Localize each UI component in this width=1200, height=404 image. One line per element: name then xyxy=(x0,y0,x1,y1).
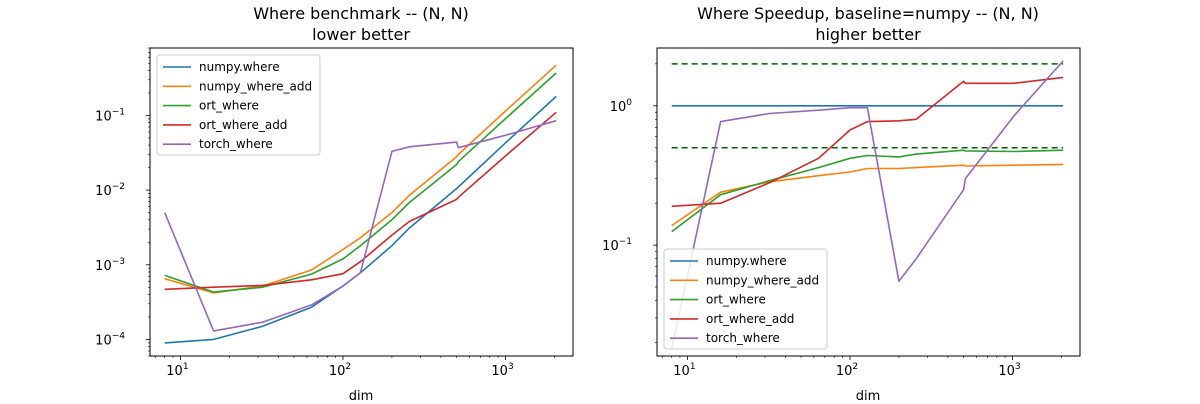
benchmark-axes-frame xyxy=(149,47,574,357)
benchmark-series-layer xyxy=(163,64,557,344)
benchmark-legend: numpy.where numpy_where_add ort_where ort_w… xyxy=(156,54,321,156)
benchmark-subtitle: lower better xyxy=(312,25,410,44)
benchmark-series-numpy-where-add xyxy=(164,64,557,294)
benchmark-legend-label-ort-where-add: ort_where_add xyxy=(199,118,287,132)
benchmark-title: Where benchmark -- (N, N) xyxy=(253,4,469,23)
benchmark-legend-label-numpy-where: numpy.where xyxy=(199,60,280,74)
benchmark-series-numpy-where xyxy=(164,95,557,344)
speedup-legend-label-numpy-where: numpy.where xyxy=(706,254,787,268)
speedup-legend-label-ort-where: ort_where xyxy=(706,293,766,307)
speedup-series-ort-where-add xyxy=(671,76,1064,208)
benchmark-legend-label-numpy-where-add: numpy_where_add xyxy=(199,79,312,93)
speedup-series-ort-where xyxy=(671,149,1064,233)
speedup-series-torch-where xyxy=(670,60,1064,350)
speedup-axes-frame xyxy=(656,47,1081,357)
benchmark-series-ort-where-add xyxy=(164,111,557,291)
speedup-subtitle: higher better xyxy=(815,25,921,44)
speedup-legend-label-ort-where-add: ort_where_add xyxy=(706,312,794,326)
speedup-legend-label-torch-where: torch_where xyxy=(706,331,780,345)
speedup-xlabel: dim xyxy=(856,389,881,400)
benchmark-series-ort-where xyxy=(164,72,557,293)
benchmark-legend-label-ort-where: ort_where xyxy=(199,99,259,113)
speedup-legend: numpy.where numpy_where_add ort_where ort_w… xyxy=(663,248,828,350)
benchmark-xlabel: dim xyxy=(349,389,374,400)
speedup-series-layer xyxy=(670,60,1064,350)
benchmark-series-torch-where xyxy=(163,119,557,332)
speedup-legend-label-numpy-where-add: numpy_where_add xyxy=(706,273,819,287)
speedup-panel: Where Speedup, baseline=numpy -- (N, N) … xyxy=(602,4,1081,404)
speedup-legend-frame xyxy=(663,248,828,350)
benchmark-legend-label-torch-where: torch_where xyxy=(199,137,273,151)
speedup-title: Where Speedup, baseline=numpy -- (N, N) xyxy=(697,4,1039,23)
benchmark-legend-frame xyxy=(156,54,321,156)
benchmark-panel: Where benchmark -- (N, N) lower better 1… xyxy=(95,4,574,404)
